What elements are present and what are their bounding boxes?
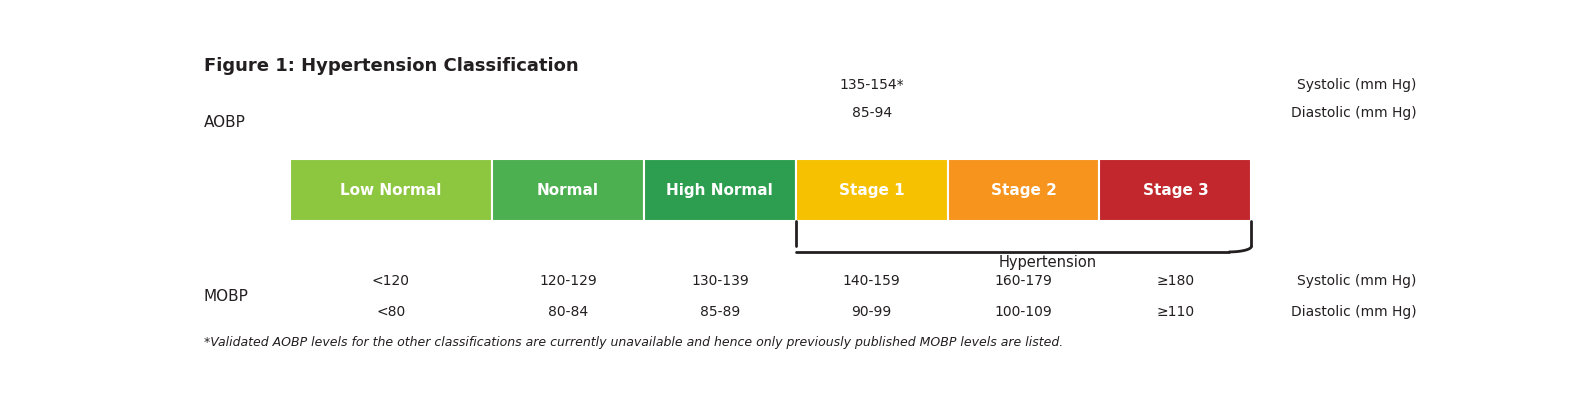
Text: *Validated AOBP levels for the other classifications are currently unavailable a: *Validated AOBP levels for the other cla… [204, 336, 1062, 349]
Text: Stage 1: Stage 1 [840, 182, 904, 198]
Text: <120: <120 [372, 274, 409, 288]
Text: Stage 3: Stage 3 [1143, 182, 1208, 198]
Text: 85-89: 85-89 [700, 305, 740, 319]
Bar [289, 159, 492, 221]
Text: AOBP: AOBP [204, 115, 245, 130]
Bar [643, 159, 795, 221]
Text: 140-159: 140-159 [843, 274, 901, 288]
Text: Figure 1: Hypertension Classification: Figure 1: Hypertension Classification [204, 57, 579, 75]
Text: 120-129: 120-129 [539, 274, 596, 288]
Text: 85-94: 85-94 [852, 106, 892, 120]
Text: Diastolic (mm Hg): Diastolic (mm Hg) [1292, 305, 1417, 319]
Bar [947, 159, 1099, 221]
Text: Low Normal: Low Normal [340, 182, 441, 198]
Text: ≥180: ≥180 [1156, 274, 1195, 288]
Bar [492, 159, 643, 221]
Text: 135-154*: 135-154* [840, 78, 904, 92]
Text: Diastolic (mm Hg): Diastolic (mm Hg) [1292, 106, 1417, 120]
Text: 80-84: 80-84 [549, 305, 588, 319]
Bar [795, 159, 947, 221]
Text: 130-139: 130-139 [691, 274, 749, 288]
Text: High Normal: High Normal [667, 182, 773, 198]
Text: 90-99: 90-99 [852, 305, 892, 319]
Text: MOBP: MOBP [204, 289, 248, 304]
Text: Stage 2: Stage 2 [991, 182, 1056, 198]
Text: Systolic (mm Hg): Systolic (mm Hg) [1298, 274, 1417, 288]
Text: <80: <80 [376, 305, 405, 319]
Text: Normal: Normal [538, 182, 599, 198]
Text: Systolic (mm Hg): Systolic (mm Hg) [1298, 78, 1417, 92]
Text: 100-109: 100-109 [994, 305, 1053, 319]
Text: ≥110: ≥110 [1156, 305, 1195, 319]
Text: Hypertension: Hypertension [999, 255, 1097, 270]
Text: 160-179: 160-179 [994, 274, 1053, 288]
Bar [1099, 159, 1252, 221]
